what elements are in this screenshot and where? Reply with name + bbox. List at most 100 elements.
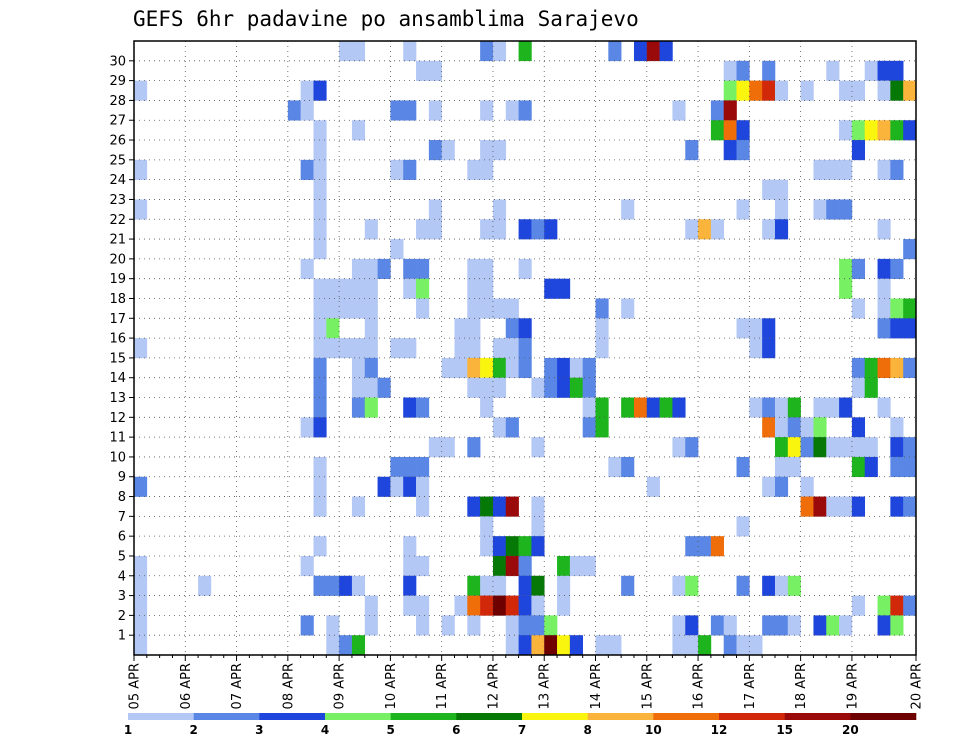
heatmap-cell — [582, 417, 596, 438]
heatmap-cell — [531, 377, 545, 398]
x-axis: 05 APR 06 APR 07 APR 08 APR 09 APR 10 APR 11 A… — [128, 655, 925, 709]
heatmap-cell — [505, 318, 519, 339]
heatmap-cell — [839, 120, 853, 141]
heatmap-cell — [339, 41, 353, 62]
heatmap-cell — [480, 100, 494, 121]
heatmap-cell — [492, 338, 507, 359]
heatmap-cell — [608, 456, 622, 478]
heatmap-cell — [672, 635, 686, 656]
y-tick-label: 28 — [109, 94, 126, 109]
heatmap-cell — [851, 80, 866, 101]
heatmap-cell — [531, 496, 545, 517]
heatmap-cell — [864, 120, 878, 141]
heatmap-cell — [313, 476, 327, 497]
heatmap-cell — [364, 595, 378, 616]
legend-swatch — [522, 713, 588, 720]
heatmap-cell — [774, 437, 789, 458]
heatmap-cell — [813, 199, 827, 220]
legend-label: 15 — [776, 723, 793, 737]
legend-swatch — [653, 713, 720, 720]
heatmap-cell — [864, 377, 878, 398]
heatmap-cell — [518, 41, 532, 62]
y-tick-label: 1 — [118, 629, 126, 644]
x-tick-label: 08 APR — [281, 663, 296, 709]
legend-label: 2 — [189, 723, 197, 737]
heatmap-cell — [416, 456, 430, 478]
heatmap-cell — [313, 298, 327, 319]
heatmap-cell — [877, 159, 891, 180]
heatmap-cell — [749, 80, 763, 101]
heatmap-cell — [723, 615, 737, 636]
heatmap-cell — [416, 258, 430, 279]
heatmap-cell — [467, 615, 481, 636]
heatmap-cell — [518, 595, 532, 616]
heatmap-cell — [300, 417, 314, 438]
heatmap-cell — [813, 437, 827, 458]
heatmap-cell — [313, 456, 327, 478]
heatmap-cell — [390, 476, 404, 497]
heatmap-cell — [300, 258, 314, 279]
heatmap-cell — [492, 140, 507, 161]
heatmap-cell — [467, 298, 481, 319]
heatmap-cell — [826, 159, 840, 180]
heatmap-cell — [505, 536, 519, 557]
heatmap-cell — [826, 60, 840, 81]
heatmap-cell — [710, 120, 725, 141]
heatmap-cell — [480, 219, 494, 240]
heatmap-cell — [877, 258, 891, 279]
heatmap-cell — [813, 159, 827, 180]
heatmap-cell — [467, 258, 481, 279]
heatmap-cell — [774, 476, 789, 497]
heatmap-cell — [890, 318, 904, 339]
heatmap-cell — [326, 338, 340, 359]
heatmap-cell — [326, 278, 340, 299]
heatmap-cell — [313, 575, 327, 596]
heatmap-cell — [903, 80, 917, 101]
heatmap-cell — [492, 219, 507, 240]
heatmap-cell — [492, 536, 507, 557]
x-tick-label: 16 APR — [692, 663, 707, 709]
heatmap-cell — [416, 298, 430, 319]
legend-swatch — [390, 713, 457, 720]
heatmap-cell — [557, 278, 571, 299]
heatmap-cell — [313, 278, 327, 299]
heatmap-cell — [851, 258, 866, 279]
heatmap-cell — [313, 536, 327, 557]
heatmap-cell — [723, 635, 737, 656]
heatmap-cell — [787, 437, 801, 458]
legend-swatch — [784, 713, 851, 720]
heatmap-cell — [454, 357, 468, 379]
heatmap-cell — [569, 635, 583, 656]
heatmap-cell — [518, 635, 532, 656]
heatmap-cell — [351, 278, 366, 299]
heatmap-cell — [518, 318, 532, 339]
heatmap-cell — [134, 615, 148, 636]
heatmap-cell — [646, 397, 660, 418]
heatmap-cell — [480, 377, 494, 398]
heatmap-cell — [403, 258, 417, 279]
heatmap-cell — [531, 536, 545, 557]
heatmap-cell — [749, 397, 763, 418]
heatmap-cell — [557, 377, 571, 398]
heatmap-cell — [826, 615, 840, 636]
heatmap-cell — [621, 575, 635, 596]
x-tick-label: 12 APR — [487, 663, 502, 709]
legend-label: 4 — [321, 723, 329, 737]
heatmap-cell — [313, 159, 327, 180]
heatmap-cell — [774, 80, 789, 101]
heatmap-cell — [582, 397, 596, 418]
heatmap-cell — [480, 41, 494, 62]
heatmap-cell — [685, 437, 699, 458]
heatmap-cell — [364, 278, 378, 299]
heatmap-cell — [403, 476, 417, 497]
heatmap-cell — [557, 595, 571, 616]
heatmap-cell — [569, 555, 583, 577]
y-tick-label: 3 — [118, 589, 126, 604]
heatmap-cell — [505, 298, 519, 319]
heatmap-cell — [903, 318, 917, 339]
heatmap-cell — [736, 120, 750, 141]
heatmap-cell — [505, 100, 519, 121]
legend-label: 5 — [386, 723, 394, 737]
heatmap-cell — [659, 397, 673, 418]
heatmap-cell — [351, 338, 366, 359]
